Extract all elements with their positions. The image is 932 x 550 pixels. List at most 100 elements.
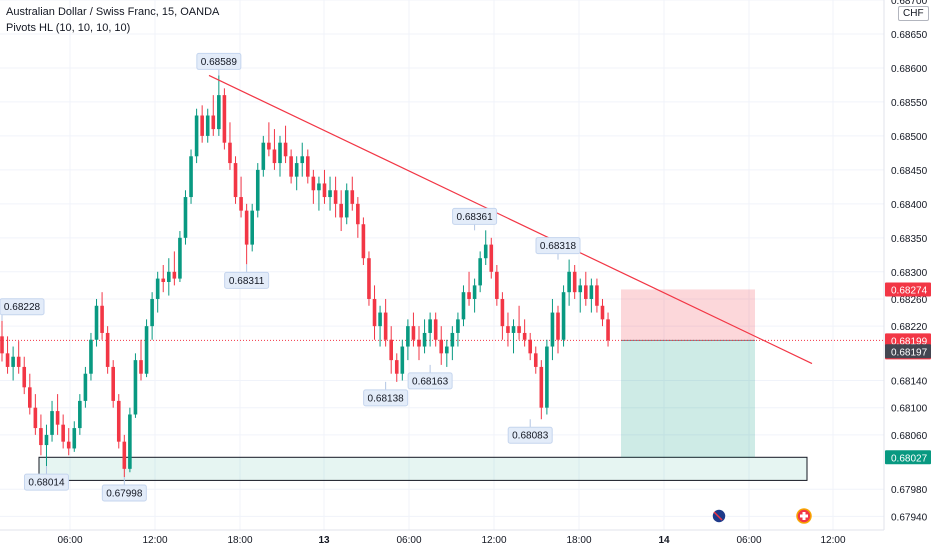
time-axis[interactable]: 06:00 12:00 18:00 13 06:00 12:00 18:00 14 06:00 1… bbox=[0, 529, 884, 546]
candle-body bbox=[100, 305, 104, 333]
candle-body bbox=[350, 190, 355, 204]
price-tick-label: 0.68400 bbox=[891, 200, 928, 211]
trendline bbox=[208, 74, 813, 365]
candle-body bbox=[383, 312, 388, 340]
candle-body bbox=[200, 115, 204, 136]
pivot-label-box bbox=[23, 473, 69, 491]
candle-body bbox=[105, 332, 110, 367]
candle-body bbox=[550, 312, 555, 347]
pivot-label-box bbox=[407, 372, 453, 390]
time-tick-label: 14 bbox=[658, 535, 670, 546]
candle-body bbox=[600, 305, 605, 320]
price-tick-label: 0.68600 bbox=[891, 64, 928, 75]
candle-body bbox=[339, 203, 343, 218]
candle-body bbox=[472, 285, 477, 299]
time-tick-label: 06:00 bbox=[396, 535, 421, 546]
candle-body bbox=[50, 411, 54, 435]
candle-body bbox=[578, 285, 583, 293]
candle-body bbox=[344, 190, 349, 218]
candle-body bbox=[495, 271, 499, 299]
candle-body bbox=[278, 142, 282, 164]
candle-body bbox=[22, 366, 27, 388]
candle-body bbox=[572, 271, 577, 293]
australia-flag-cross bbox=[713, 511, 723, 521]
candle-body bbox=[300, 156, 305, 164]
candle-body bbox=[211, 115, 216, 130]
switzerland-flag-icon bbox=[796, 508, 812, 524]
candle-body bbox=[66, 441, 71, 449]
candle-body bbox=[372, 298, 377, 327]
pivot-label-box bbox=[535, 237, 581, 255]
candle-body bbox=[506, 326, 510, 333]
candle-body bbox=[255, 169, 260, 211]
candle-body bbox=[394, 360, 399, 374]
candle-body bbox=[545, 346, 549, 408]
support-zone bbox=[38, 456, 808, 481]
time-tick-label: 06:00 bbox=[736, 535, 761, 546]
candle-body bbox=[389, 339, 393, 361]
pivot-label: 0.68361 bbox=[457, 212, 494, 223]
candle-body bbox=[317, 183, 321, 191]
candle-body bbox=[294, 163, 299, 177]
candle-body bbox=[567, 271, 571, 293]
price-axis-label: 0.68199 bbox=[891, 336, 928, 347]
candle-body bbox=[528, 339, 532, 354]
candle-body bbox=[489, 244, 494, 272]
candle-body bbox=[417, 339, 421, 347]
candle-body bbox=[28, 387, 32, 408]
candle-body bbox=[445, 346, 449, 354]
candle-body bbox=[5, 353, 10, 367]
price-tick-label: 0.68100 bbox=[891, 404, 928, 415]
price-tick-label: 0.68500 bbox=[891, 132, 928, 143]
time-tick-label: 06:00 bbox=[57, 535, 82, 546]
candle-body bbox=[94, 305, 99, 340]
pivot-label: 0.68083 bbox=[512, 431, 549, 442]
candle-body bbox=[306, 156, 310, 177]
candle-body bbox=[439, 339, 444, 354]
candle-body bbox=[511, 326, 516, 333]
chart-overlays bbox=[0, 289, 884, 481]
candle-body bbox=[539, 366, 544, 408]
short-position-stop-zone bbox=[621, 289, 755, 341]
candle-body bbox=[272, 149, 277, 164]
switzerland-cross-h bbox=[800, 514, 808, 518]
indicator-legend[interactable]: Pivots HL (10, 10, 10, 10) bbox=[6, 22, 131, 34]
candle-body bbox=[289, 156, 293, 177]
candle-body bbox=[456, 319, 460, 333]
candle-body bbox=[428, 319, 432, 333]
price-tick-label: 0.68700 bbox=[891, 0, 928, 7]
price-tick-label: 0.67940 bbox=[891, 512, 928, 523]
candle-body bbox=[178, 237, 182, 279]
time-tick-label: 12:00 bbox=[820, 535, 845, 546]
price-tick-label: 0.68300 bbox=[891, 268, 928, 279]
candle-body bbox=[139, 360, 143, 374]
pivot-label: 0.68138 bbox=[368, 393, 405, 404]
candle-body bbox=[517, 326, 521, 333]
candle-body bbox=[328, 190, 332, 198]
candle-body bbox=[411, 326, 416, 340]
candle-body bbox=[322, 183, 327, 198]
price-axis[interactable]: 0.68700 0.68650 0.68600 0.68550 0.68500 0.684… bbox=[883, 0, 932, 550]
price-tick-label: 0.68260 bbox=[891, 295, 928, 306]
pivot-label: 0.67998 bbox=[106, 489, 143, 500]
pivot-label: 0.68163 bbox=[412, 376, 449, 387]
candle-body bbox=[333, 190, 338, 204]
time-tick-label: 12:00 bbox=[481, 535, 506, 546]
candle-body bbox=[533, 353, 538, 367]
candle-body bbox=[133, 360, 138, 415]
candle-body bbox=[478, 258, 482, 286]
price-tick-label: 0.68650 bbox=[891, 30, 928, 41]
price-axis-label-box bbox=[885, 450, 931, 465]
price-tick-label: 0.68350 bbox=[891, 234, 928, 245]
candle-body bbox=[205, 115, 210, 136]
pivot-label: 0.68589 bbox=[201, 57, 238, 68]
currency-button[interactable]: CHF bbox=[898, 6, 929, 21]
candle-body bbox=[584, 285, 588, 299]
pivot-label-box bbox=[196, 52, 242, 70]
candle-body bbox=[0, 336, 4, 354]
candle-body bbox=[311, 176, 316, 191]
candle-body bbox=[483, 244, 488, 259]
candle-body bbox=[522, 332, 527, 340]
chart-grid bbox=[0, 0, 884, 530]
